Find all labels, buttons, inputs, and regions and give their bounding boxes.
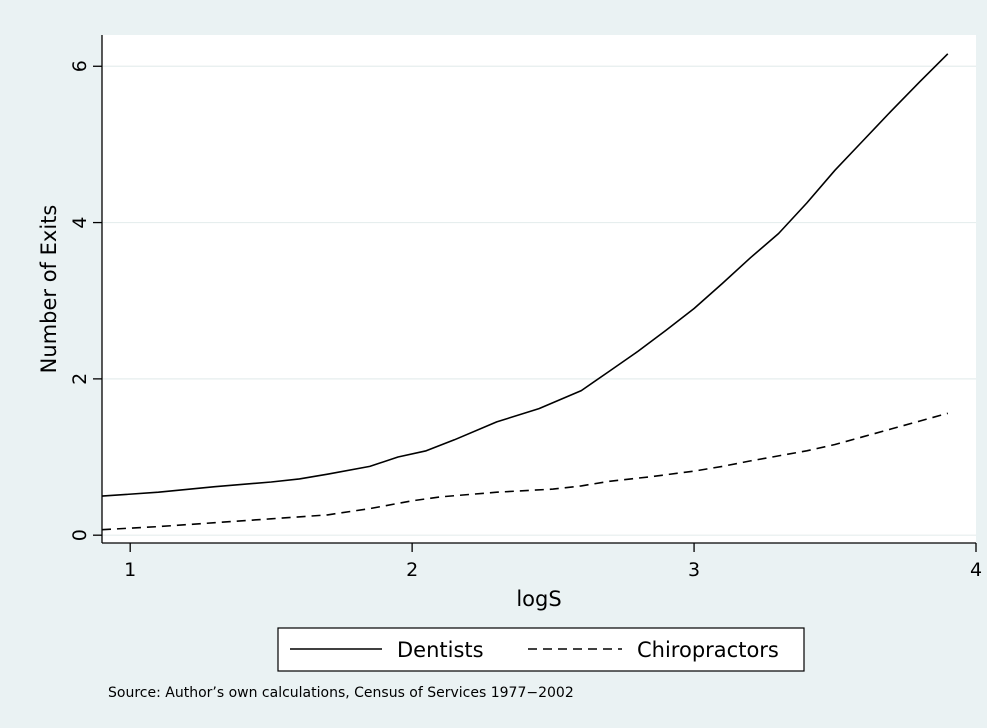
x-tick-label-2: 2 — [406, 559, 418, 581]
legend-label-dentists: Dentists — [397, 638, 484, 662]
plot-area — [102, 35, 976, 543]
series-line-dentists — [101, 53, 949, 497]
x-tick-label-1: 1 — [124, 559, 136, 581]
plot-background — [102, 35, 976, 543]
y-tick-label-6: 6 — [69, 60, 91, 72]
legend: Dentists Chiropractors — [277, 627, 805, 672]
x-tick-label-3: 3 — [688, 559, 700, 581]
series-layer — [101, 53, 949, 531]
legend-label-chiropractors: Chiropractors — [637, 638, 779, 662]
series-line-chiropractors — [101, 412, 949, 531]
y-tick-label-0: 0 — [69, 529, 91, 541]
x-tick-label-4: 4 — [970, 559, 982, 581]
y-tick-label-4: 4 — [69, 217, 91, 229]
y-axis-title: Number of Exits — [37, 205, 61, 374]
source-note: Source: Author’s own calculations, Censu… — [108, 685, 574, 701]
grid-layer — [103, 65, 976, 536]
y-tick-label-2: 2 — [69, 373, 91, 385]
axes-layer: 1 2 3 4 0 2 4 6 — [69, 35, 982, 581]
x-axis-title: logS — [516, 587, 561, 611]
